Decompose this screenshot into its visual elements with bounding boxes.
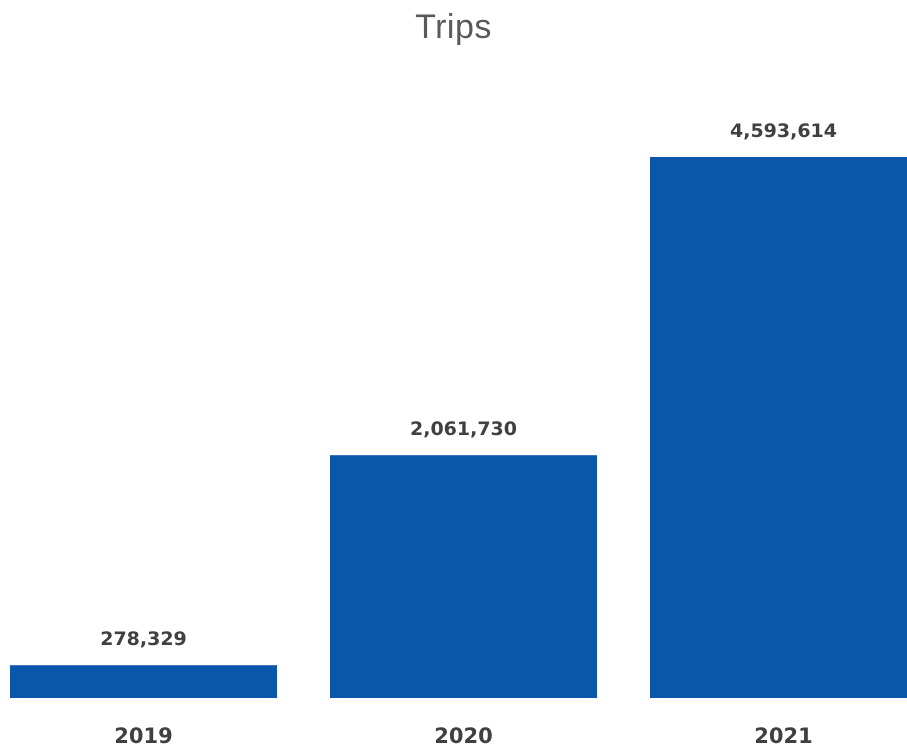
chart-title: Trips [415,8,492,46]
x-tick-label-2020: 2020 [434,724,492,748]
data-label-2020: 2,061,730 [410,418,517,440]
bar-2019 [10,665,277,698]
bar-2020 [330,455,597,698]
data-label-2019: 278,329 [100,628,187,650]
bar-2021 [650,157,907,698]
x-tick-label-2021: 2021 [754,724,812,748]
data-label-2021: 4,593,614 [730,120,837,142]
x-tick-label-2019: 2019 [114,724,172,748]
